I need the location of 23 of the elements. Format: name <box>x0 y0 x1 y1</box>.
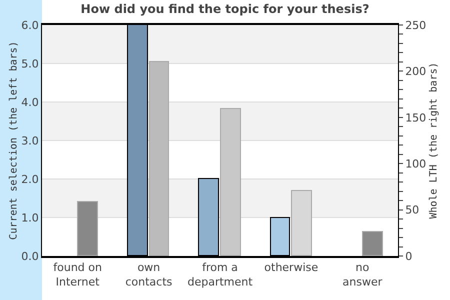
x-tick-label: found on Internet <box>53 260 102 288</box>
x-tick-label: otherwise <box>264 260 318 274</box>
x-tick-label: from a department <box>187 260 254 288</box>
y2-tick-label: 250 <box>405 18 426 32</box>
y-tick-label: 2.0 <box>21 172 39 186</box>
y2-tick-label: 100 <box>405 157 426 170</box>
y-tick-label: 6.0 <box>21 18 39 32</box>
bar <box>77 201 98 256</box>
y-axis-title: Current selection (the left bars) <box>8 41 20 240</box>
y-tick-label: 0.0 <box>21 250 39 263</box>
y2-tick-label: 50 <box>405 204 420 217</box>
chart-title: How did you find the topic for your thesis? <box>80 2 370 16</box>
x-tick-label: own contacts <box>125 260 173 288</box>
y2-tick-label: 150 <box>405 111 426 124</box>
y-tick-label: 5.0 <box>21 57 39 70</box>
y2-axis-title: Whole LTH (the right bars) <box>428 62 440 219</box>
y2-tick-label: 0 <box>405 250 412 263</box>
bar <box>362 231 383 256</box>
x-tick-label: no answer <box>342 260 383 288</box>
y-tick-label: 3.0 <box>21 134 39 148</box>
y2-tick-label: 200 <box>405 65 426 78</box>
y-tick-label: 4.0 <box>21 96 39 109</box>
y-tick-label: 1.0 <box>21 211 39 224</box>
